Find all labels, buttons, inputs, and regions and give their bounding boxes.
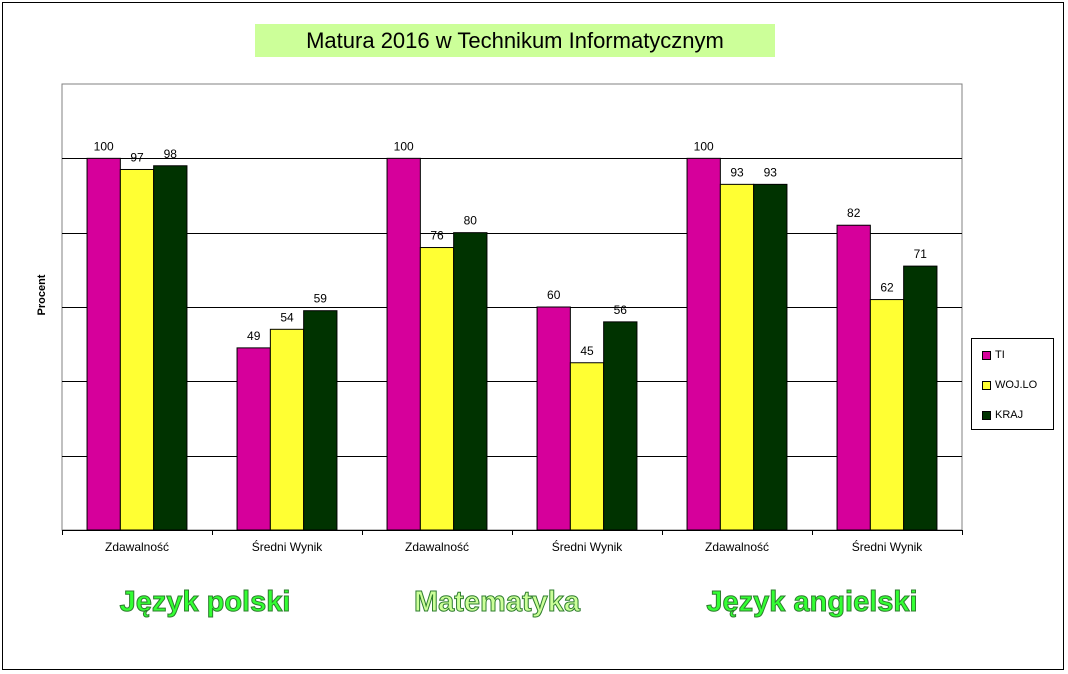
chart-title: Matura 2016 w Technikum Informatycznym <box>255 24 775 57</box>
bar <box>536 306 571 531</box>
bar <box>603 321 638 531</box>
data-label: 100 <box>394 139 414 153</box>
bar <box>869 299 905 531</box>
x-tick-label: Średni Wynik <box>552 539 624 554</box>
legend-item-woj-lo: WOJ.LO <box>982 377 1037 393</box>
data-label: 76 <box>430 229 444 243</box>
legend-swatch-kraj <box>982 410 991 420</box>
legend-label-woj-lo: WOJ.LO <box>995 379 1038 392</box>
data-label: 54 <box>280 310 294 324</box>
data-label: 93 <box>764 165 778 179</box>
x-tick-label: Zdawalność <box>405 540 469 554</box>
bar <box>86 157 121 531</box>
legend-item-kraj: KRAJ <box>982 407 1023 423</box>
bar <box>719 183 755 531</box>
group-label-jezyk-angielski: Język angielski <box>706 586 918 619</box>
data-label: 59 <box>314 292 328 306</box>
bar <box>269 328 305 531</box>
bar <box>686 157 721 531</box>
bar <box>569 362 605 531</box>
data-label: 97 <box>130 150 144 164</box>
bar <box>386 157 421 531</box>
legend-swatch-woj-lo <box>982 380 991 390</box>
data-label: 93 <box>730 165 744 179</box>
group-label-matematyka: Matematyka <box>413 586 581 619</box>
data-label: 82 <box>847 206 861 220</box>
legend-label-ti: TI <box>995 349 1005 362</box>
bar <box>303 310 338 531</box>
bar <box>236 347 271 531</box>
x-tick-label: Średni Wynik <box>852 539 924 554</box>
data-label: 98 <box>164 147 178 161</box>
legend-swatch-ti <box>982 350 991 360</box>
bar <box>753 183 788 531</box>
data-label: 49 <box>247 329 261 343</box>
data-label: 71 <box>914 247 928 261</box>
data-label: 56 <box>614 303 628 317</box>
bar <box>903 265 938 531</box>
data-label: 80 <box>464 214 478 228</box>
bar <box>119 168 155 531</box>
data-label: 100 <box>94 139 114 153</box>
bar <box>419 247 455 531</box>
data-label: 100 <box>694 139 714 153</box>
x-tick-label: Zdawalność <box>105 540 169 554</box>
data-label: 62 <box>880 281 894 295</box>
bar <box>836 224 871 531</box>
legend: TI WOJ.LO KRAJ <box>971 338 1054 430</box>
y-axis-label: Procent <box>36 274 48 315</box>
data-label: 60 <box>547 288 561 302</box>
bar <box>453 232 488 531</box>
legend-item-ti: TI <box>982 347 1005 363</box>
bar <box>153 165 188 531</box>
group-label-jezyk-polski: Język polski <box>119 586 291 619</box>
data-label: 45 <box>580 344 594 358</box>
x-tick-label: Średni Wynik <box>252 539 324 554</box>
x-tick-label: Zdawalność <box>705 540 769 554</box>
legend-label-kraj: KRAJ <box>995 409 1024 422</box>
